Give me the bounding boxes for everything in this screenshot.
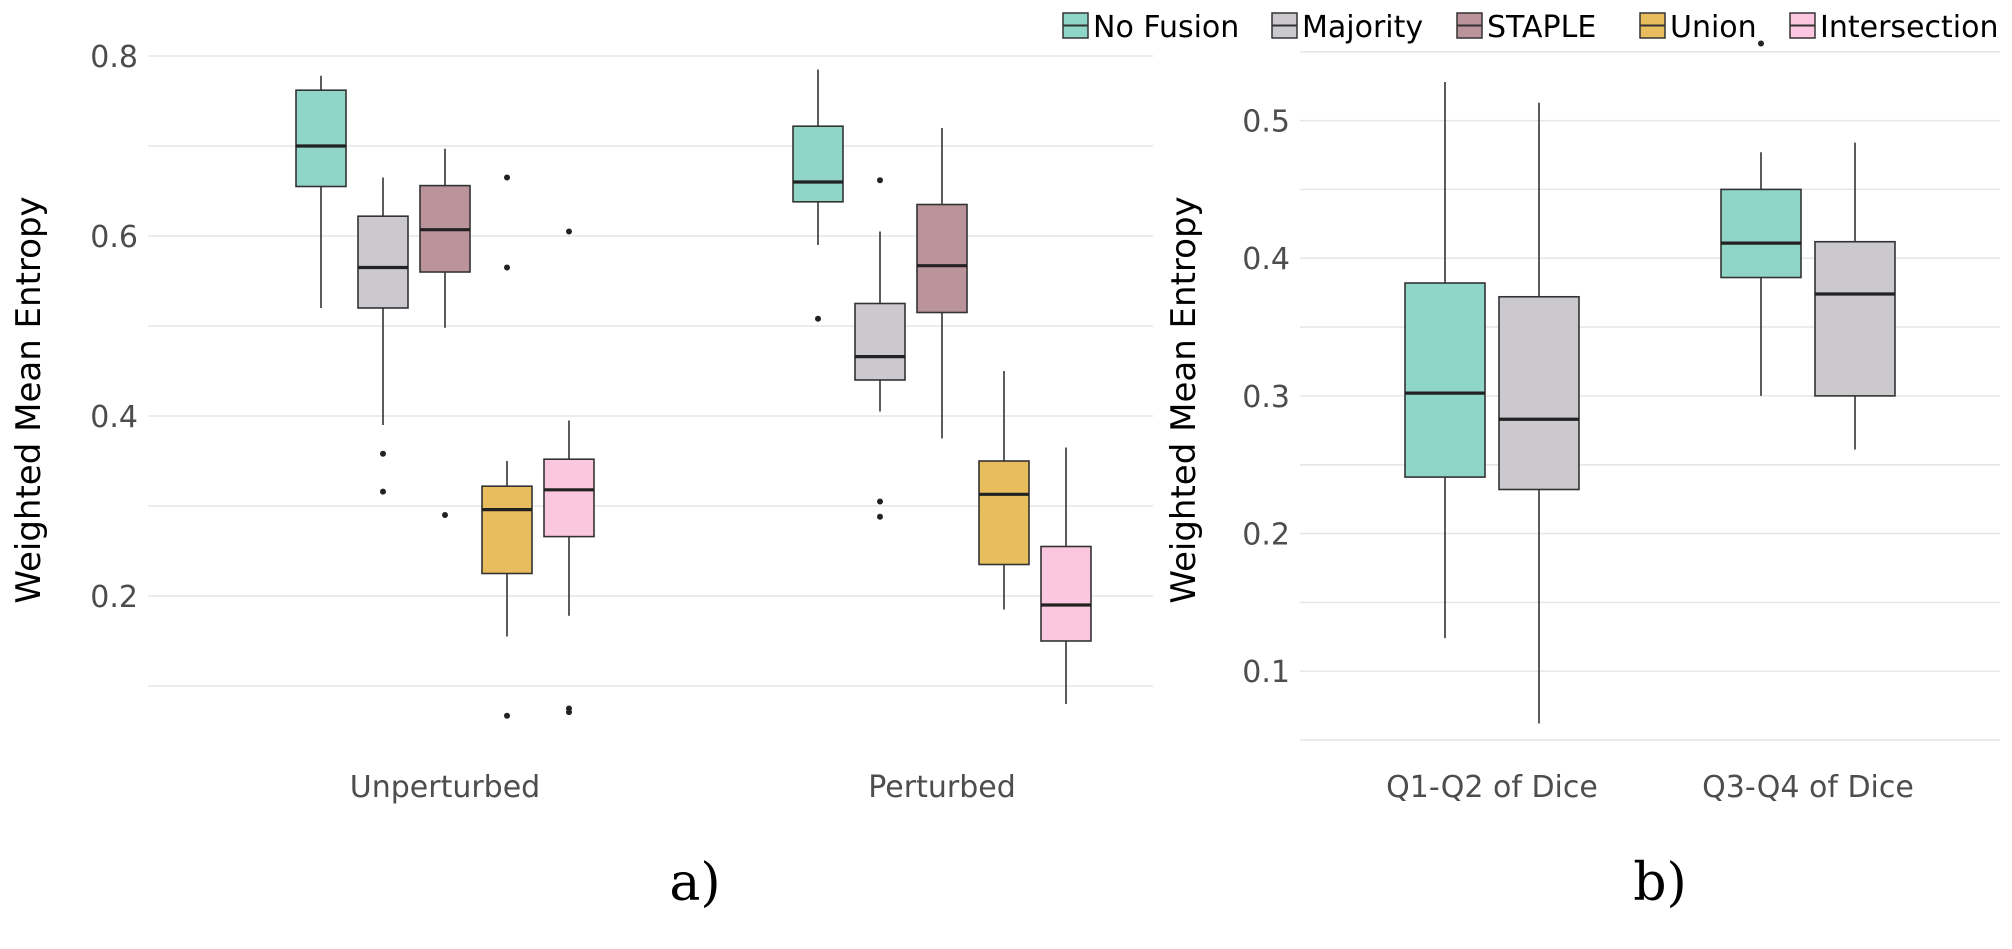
legend-label: No Fusion	[1093, 10, 1239, 45]
outlier-point	[504, 264, 510, 271]
outlier-point	[877, 177, 883, 184]
box-body	[854, 302, 906, 381]
box-no-fusion-q3-q4-of-dice	[1720, 40, 1802, 396]
box-body	[792, 125, 844, 203]
box-no-fusion-q1-q2-of-dice	[1404, 82, 1486, 639]
box-body	[1720, 188, 1802, 279]
legend-label: Union	[1670, 10, 1757, 45]
y-tick-label: 0.1	[1242, 655, 1290, 690]
box-union-unperturbed	[481, 174, 533, 719]
y-axis-title: Weighted Mean Entropy	[1164, 196, 1204, 603]
legend-item-no-fusion: No Fusion	[1062, 10, 1239, 45]
y-tick-label: 0.8	[90, 40, 138, 75]
y-tick-label: 0.5	[1242, 105, 1290, 140]
panel-label: b)	[1633, 853, 1687, 913]
legend-label: Intersection	[1820, 10, 1998, 45]
outlier-point	[504, 712, 510, 719]
y-axis-title: Weighted Mean Entropy	[9, 196, 49, 603]
y-tick-label: 0.4	[90, 400, 138, 435]
outlier-point	[1758, 40, 1764, 47]
box-body	[481, 485, 533, 575]
outlier-point	[442, 512, 448, 518]
panel-label: a)	[669, 853, 720, 913]
legend-item-intersection: Intersection	[1789, 10, 1998, 45]
box-no-fusion-perturbed	[792, 69, 844, 322]
outlier-point	[566, 228, 572, 235]
box-no-fusion-unperturbed	[295, 75, 347, 308]
outlier-point	[380, 488, 386, 495]
box-body	[543, 458, 595, 538]
legend-item-majority: Majority	[1271, 10, 1423, 45]
box-body	[1814, 240, 1896, 397]
box-intersection-unperturbed	[543, 228, 595, 716]
box-body	[1498, 295, 1580, 491]
y-tick-label: 0.6	[90, 220, 138, 255]
box-majority-q1-q2-of-dice	[1498, 102, 1580, 724]
box-intersection-perturbed	[1040, 447, 1092, 704]
box-body	[978, 460, 1030, 566]
y-tick-label: 0.3	[1242, 380, 1290, 415]
box-majority-perturbed	[854, 177, 906, 520]
box-body	[1040, 545, 1092, 642]
x-category-q1-q2-of-dice: Q1-Q2 of Dice	[1386, 770, 1598, 805]
x-category-q3-q4-of-dice: Q3-Q4 of Dice	[1702, 770, 1914, 805]
y-tick-label: 0.2	[90, 580, 138, 615]
panel-a: 0.2 0.4 0.6 0.8 Weighted Mean Entropy Unpertu…	[9, 40, 1153, 913]
legend: No Fusion Majority STAPLE Union Intersection	[1062, 10, 1998, 45]
box-staple-unperturbed	[419, 148, 471, 518]
legend-label: STAPLE	[1487, 10, 1596, 45]
panel-b: 0.1 0.2 0.3 0.4 0.5 Weighted Mean Entropy Q1-Q…	[1164, 40, 2000, 913]
box-body	[916, 203, 968, 314]
x-category-perturbed: Perturbed	[868, 770, 1015, 805]
x-category-unperturbed: Unperturbed	[350, 770, 540, 805]
y-tick-label: 0.2	[1242, 518, 1290, 553]
legend-item-staple: STAPLE	[1456, 10, 1596, 45]
outlier-point	[380, 450, 386, 457]
outlier-point	[815, 315, 821, 322]
box-majority-q3-q4-of-dice	[1814, 142, 1896, 450]
y-tick-label: 0.4	[1242, 242, 1290, 277]
legend-label: Majority	[1302, 10, 1423, 45]
box-union-perturbed	[978, 371, 1030, 610]
outlier-point	[877, 498, 883, 505]
outlier-point	[566, 709, 572, 716]
box-body	[1404, 282, 1486, 478]
legend-item-union: Union	[1639, 10, 1757, 45]
outlier-point	[877, 513, 883, 520]
outlier-point	[504, 174, 510, 181]
box-body	[357, 215, 409, 309]
box-majority-unperturbed	[357, 177, 409, 495]
box-body	[295, 89, 347, 188]
box-staple-perturbed	[916, 128, 968, 439]
